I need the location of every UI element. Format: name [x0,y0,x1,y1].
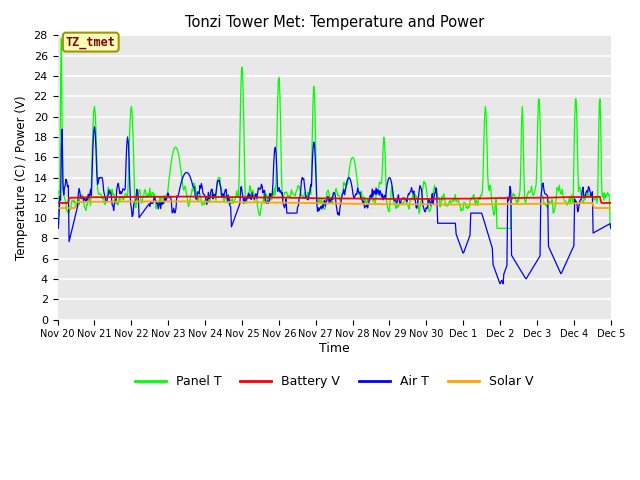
X-axis label: Time: Time [319,342,349,355]
Title: Tonzi Tower Met: Temperature and Power: Tonzi Tower Met: Temperature and Power [184,15,484,30]
Legend: Panel T, Battery V, Air T, Solar V: Panel T, Battery V, Air T, Solar V [130,370,539,393]
Y-axis label: Temperature (C) / Power (V): Temperature (C) / Power (V) [15,95,28,260]
Text: TZ_tmet: TZ_tmet [66,36,116,48]
